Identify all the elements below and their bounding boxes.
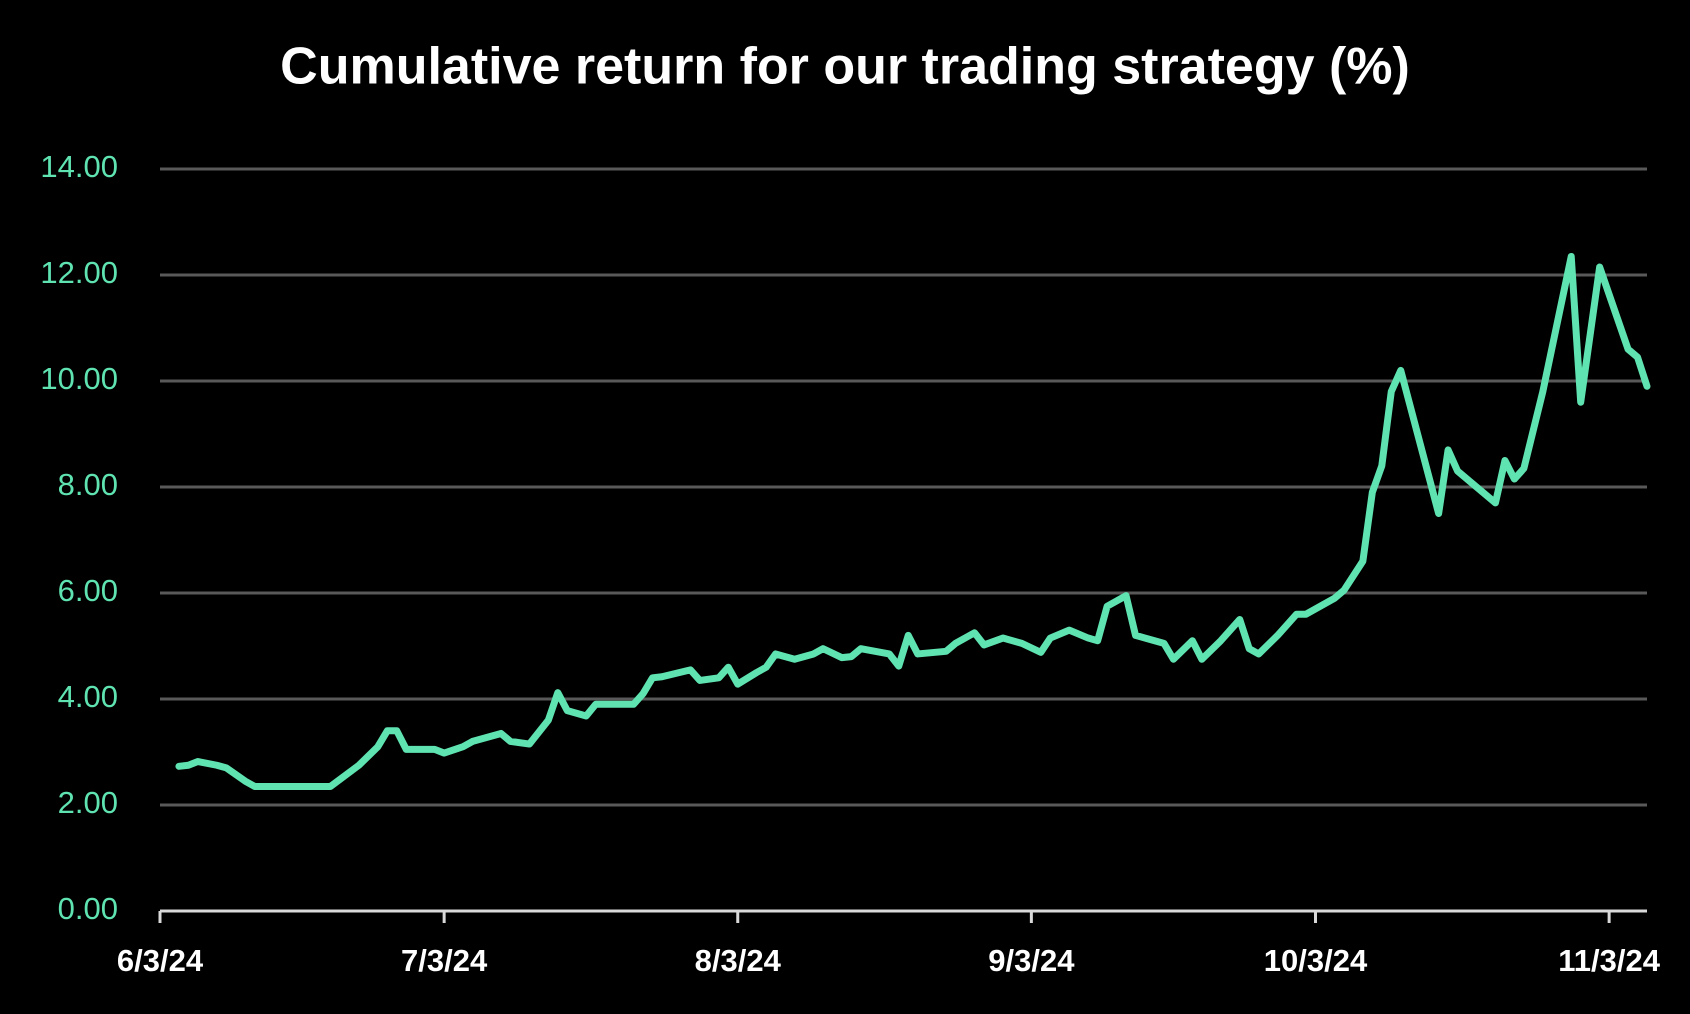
x-tick-label: 10/3/24 <box>1264 943 1368 978</box>
y-tick-label: 10.00 <box>40 361 118 396</box>
y-tick-label: 0.00 <box>58 891 118 926</box>
x-tick-label: 6/3/24 <box>117 943 204 978</box>
y-tick-label: 6.00 <box>58 573 118 608</box>
chart-title: Cumulative return for our trading strate… <box>280 38 1410 96</box>
x-tick-label: 8/3/24 <box>695 943 782 978</box>
y-tick-label: 14.00 <box>40 149 118 184</box>
line-series <box>175 252 1651 790</box>
y-tick-label: 2.00 <box>58 785 118 820</box>
x-tick-label: 9/3/24 <box>988 943 1075 978</box>
y-tick-label: 4.00 <box>58 679 118 714</box>
y-tick-label: 8.00 <box>58 467 118 502</box>
x-tick-label: 11/3/24 <box>1558 943 1660 978</box>
y-tick-label: 12.00 <box>40 255 118 290</box>
x-tick-label: 7/3/24 <box>401 943 488 978</box>
